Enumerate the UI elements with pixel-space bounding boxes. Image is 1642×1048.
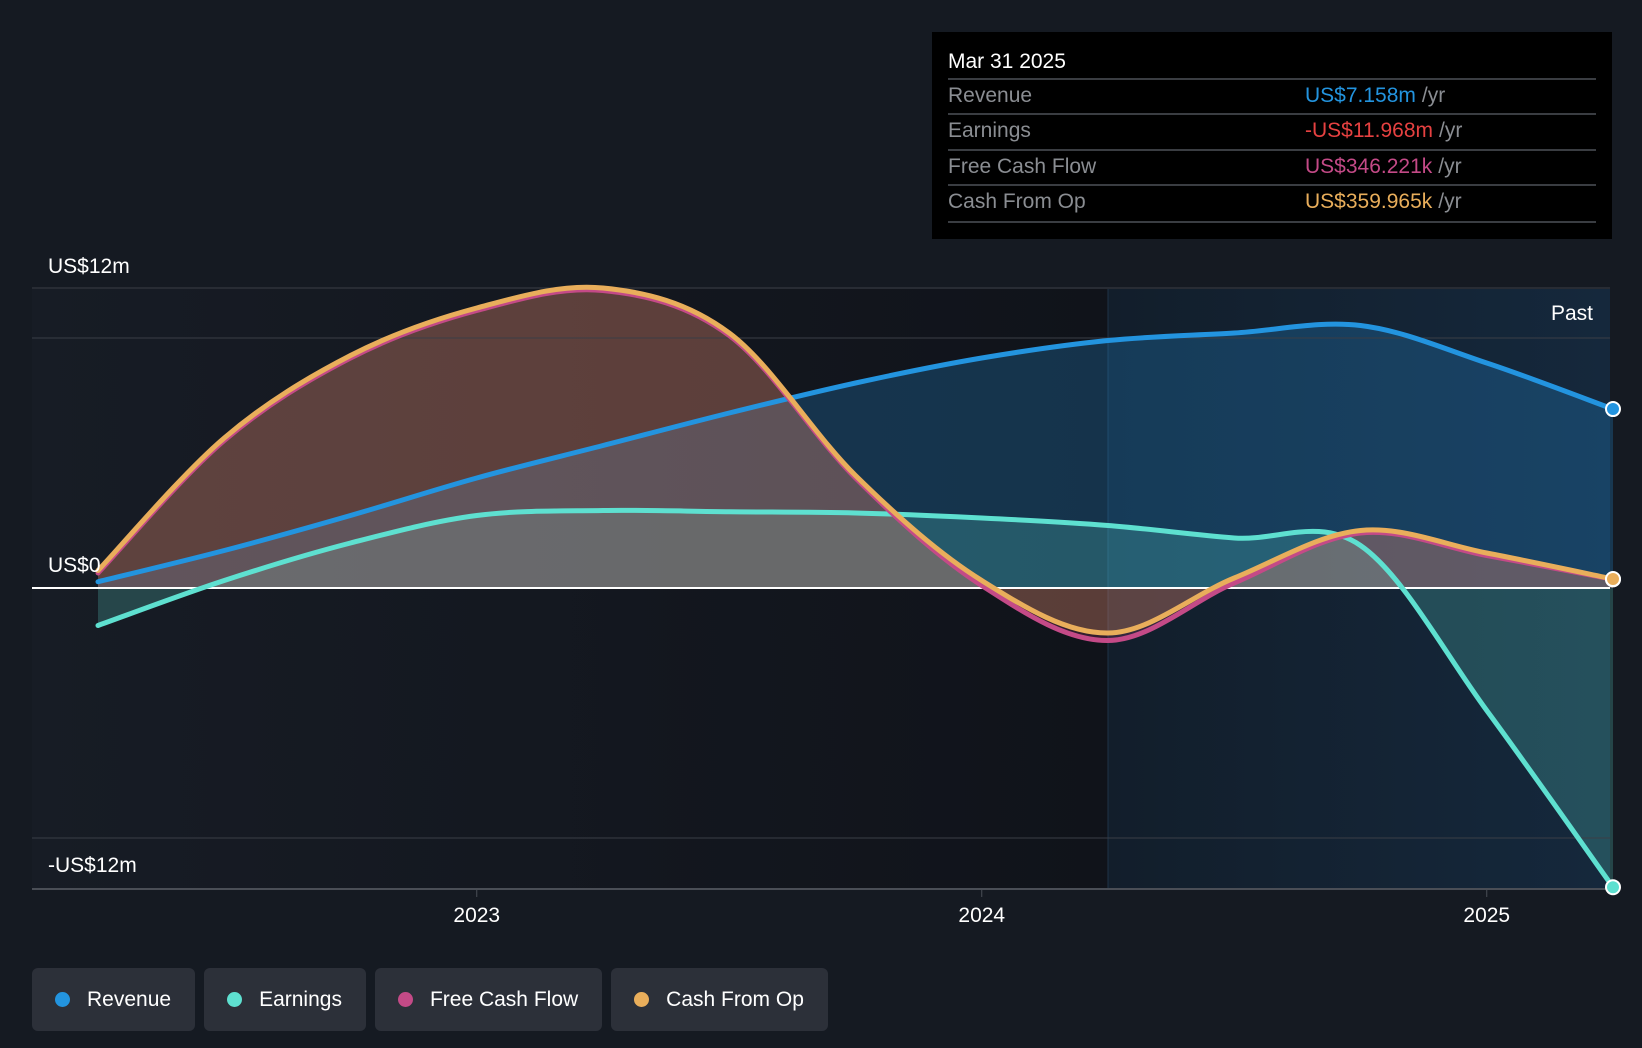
free-cash-flow-dot-icon (397, 992, 413, 1007)
legend-label: Earnings (259, 987, 342, 1011)
x-tick-label: 2024 (958, 904, 1005, 927)
tooltip-row-cash-from-op: Cash From Op US$359.965k/yr (948, 184, 1596, 220)
free-cash-flow-area (98, 289, 1613, 641)
legend-item-cash-from-op[interactable]: Cash From Op (611, 968, 828, 1031)
tooltip-unit: /yr (1439, 119, 1463, 142)
tooltip-date: Mar 31 2025 (948, 50, 1066, 73)
tooltip-label: Free Cash Flow (948, 155, 1097, 178)
legend-label: Revenue (87, 987, 172, 1011)
cash-from-op-area (98, 287, 1613, 634)
tooltip-label: Cash From Op (948, 190, 1086, 213)
tooltip-value: -US$11.968m (1305, 119, 1434, 142)
tooltip-unit: /yr (1438, 155, 1462, 178)
legend-item-earnings[interactable]: Earnings (204, 968, 366, 1031)
cash-from-op-line (95, 284, 1616, 636)
legend-label: Free Cash Flow (429, 987, 579, 1011)
earnings-line (95, 507, 1616, 890)
tooltip-label: Earnings (948, 119, 1031, 142)
tooltip-value: US$7.158m (1305, 84, 1416, 107)
cash-from-op-dot-icon (634, 992, 650, 1007)
tooltip-unit: /yr (1421, 84, 1446, 107)
tooltip-label: Revenue (948, 84, 1033, 107)
revenue-dot-icon (55, 992, 70, 1007)
earnings-area (98, 510, 1613, 888)
legend-label: Cash From Op (666, 987, 804, 1011)
tooltip: Mar 31 2025 Revenue US$7.158m/yr Earning… (932, 32, 1612, 239)
divider (948, 221, 1596, 223)
tooltip-value: US$346.221k (1305, 155, 1433, 178)
earnings-end-point (1605, 879, 1621, 896)
revenue-area (98, 324, 1613, 588)
tooltip-row-free-cash-flow: Free Cash Flow US$346.221k/yr (948, 149, 1596, 185)
legend: Revenue Earnings Free Cash Flow Cash Fro… (32, 968, 828, 1031)
revenue-end-point (1605, 401, 1621, 418)
cash-from-op-end-point (1605, 571, 1621, 587)
x-tick-label: 2023 (453, 904, 500, 927)
tooltip-row-earnings: Earnings -US$11.968m/yr (948, 113, 1596, 149)
tooltip-unit: /yr (1438, 190, 1462, 213)
legend-item-free-cash-flow[interactable]: Free Cash Flow (374, 968, 603, 1031)
y-tick-label: -US$12m (48, 854, 137, 877)
tooltip-row-revenue: Revenue US$7.158m/yr (948, 78, 1596, 114)
y-tick-label: US$12m (48, 255, 130, 278)
past-label: Past (1551, 302, 1593, 325)
revenue-line (95, 321, 1616, 585)
earnings-dot-icon (227, 992, 243, 1007)
y-tick-label: US$0 (48, 554, 101, 577)
legend-item-revenue[interactable]: Revenue (32, 968, 196, 1031)
tooltip-value: US$359.965k (1305, 190, 1433, 213)
x-tick-label: 2025 (1463, 904, 1510, 927)
